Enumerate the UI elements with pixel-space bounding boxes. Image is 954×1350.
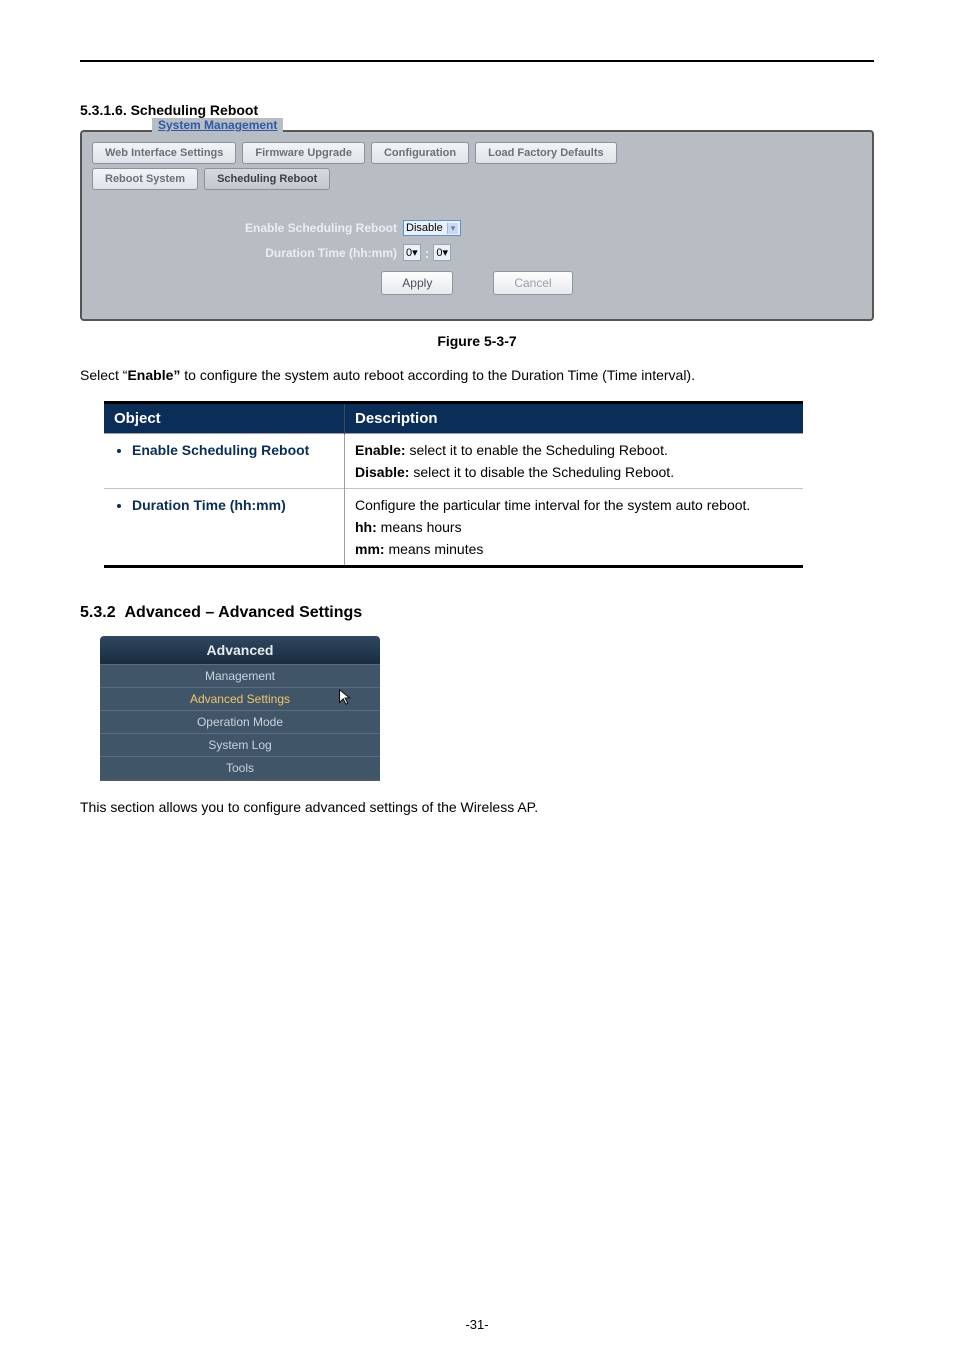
form-area: Enable Scheduling Reboot Disable ▾ Durat… [82,200,872,303]
hh-select[interactable]: 0 ▾ [403,244,421,261]
figure-caption: Figure 5-3-7 [80,333,874,349]
apply-button[interactable]: Apply [381,271,453,295]
sidebar-screenshot: Advanced Management Advanced Settings Op… [100,636,380,781]
obj-label: Duration Time (hh:mm) [132,497,334,513]
row-enable: Enable Scheduling Reboot Disable ▾ [82,220,872,236]
section2-number: 5.3.2 [80,604,116,621]
tab-load-factory-defaults[interactable]: Load Factory Defaults [475,142,617,164]
desc-rest: select it to enable the Scheduling Reboo… [406,442,668,458]
page-number: -31- [0,1317,954,1332]
desc-rest: select it to disable the Scheduling Rebo… [409,464,674,480]
section-title: Scheduling Reboot [131,102,259,118]
table-head-row: Object Description [104,403,803,434]
cancel-button[interactable]: Cancel [493,271,572,295]
tab-scheduling-reboot[interactable]: Scheduling Reboot [204,168,330,190]
top-rule [80,60,874,62]
intro-pre: Select “ [80,367,127,383]
intro-text: Select “Enable” to configure the system … [80,367,874,383]
row-duration: Duration Time (hh:mm) 0 ▾ : 0 ▾ [82,244,872,261]
obj-cell: Enable Scheduling Reboot [104,434,345,489]
desc-cell: Configure the particular time interval f… [345,489,803,567]
desc-bold: mm: [355,541,385,557]
sidebar-item-tools[interactable]: Tools [100,756,380,779]
section-number: 5.3.1.6. [80,102,127,118]
th-description: Description [345,403,803,434]
table-row: Duration Time (hh:mm) Configure the part… [104,489,803,567]
intro-bold: Enable” [127,367,180,383]
time-sep: : [425,245,430,261]
table-row: Enable Scheduling Reboot Enable: select … [104,434,803,489]
desc-bold: Enable: [355,442,406,458]
sidebar-head: Advanced [100,636,380,664]
section2-title: Advanced – Advanced Settings [124,604,362,621]
sidebar-item-system-log[interactable]: System Log [100,733,380,756]
enable-select[interactable]: Disable ▾ [403,220,461,236]
desc-rest: means hours [377,519,462,535]
desc-bold: Disable: [355,464,409,480]
intro-post: to configure the system auto reboot acco… [180,367,695,383]
mm-select[interactable]: 0 ▾ [433,244,451,261]
cursor-icon [336,688,354,706]
sidebar-item-management[interactable]: Management [100,664,380,687]
desc-bold: hh: [355,519,377,535]
chevron-down-icon: ▾ [447,223,459,234]
definition-table: Object Description Enable Scheduling Reb… [104,401,803,568]
button-row: Apply Cancel [82,271,872,295]
closing-text: This section allows you to configure adv… [80,799,874,815]
enable-select-value: Disable [406,222,443,234]
desc-rest: Configure the particular time interval f… [355,497,750,513]
desc-cell: Enable: select it to enable the Scheduli… [345,434,803,489]
desc-rest: means minutes [385,541,484,557]
chevron-down-icon: ▾ [412,246,418,259]
tab-configuration[interactable]: Configuration [371,142,469,164]
duration-label: Duration Time (hh:mm) [82,246,403,260]
section-heading-1: 5.3.1.6. Scheduling Reboot [80,102,874,118]
obj-label: Enable Scheduling Reboot [132,442,334,458]
tab-row-1: Web Interface Settings Firmware Upgrade … [82,132,872,164]
tab-web-interface-settings[interactable]: Web Interface Settings [92,142,236,164]
system-management-panel: System Management Web Interface Settings… [80,130,874,321]
panel-title: System Management [152,118,283,132]
tab-firmware-upgrade[interactable]: Firmware Upgrade [242,142,365,164]
th-object: Object [104,403,345,434]
sidebar-item-operation-mode[interactable]: Operation Mode [100,710,380,733]
section-heading-2: 5.3.2 Advanced – Advanced Settings [80,604,874,622]
obj-cell: Duration Time (hh:mm) [104,489,345,567]
enable-label: Enable Scheduling Reboot [82,221,403,235]
tab-row-2: Reboot System Scheduling Reboot [82,164,872,200]
chevron-down-icon: ▾ [442,246,448,259]
tab-reboot-system[interactable]: Reboot System [92,168,198,190]
